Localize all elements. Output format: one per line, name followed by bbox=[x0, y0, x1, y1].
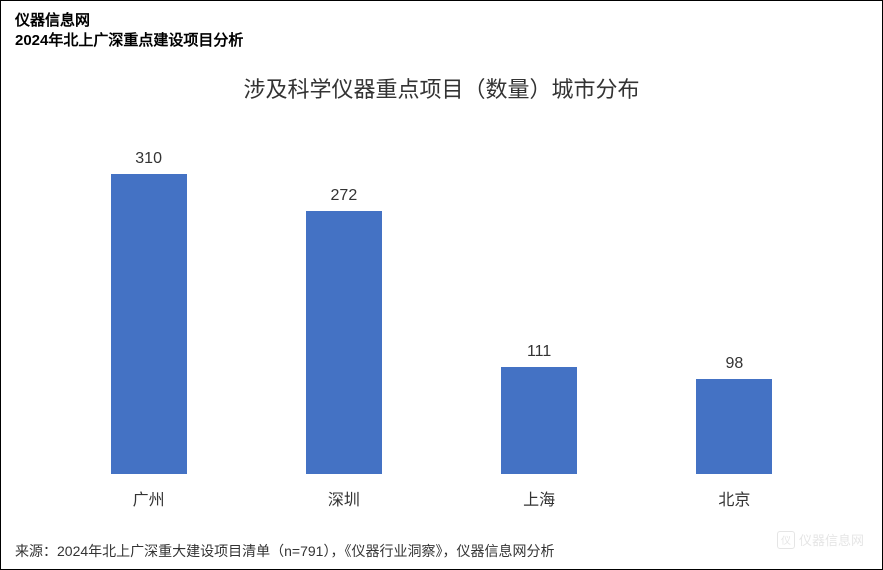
x-label: 上海 bbox=[442, 486, 637, 510]
x-axis-labels: 广州 深圳 上海 北京 bbox=[1, 486, 882, 510]
watermark: 仪 仪器信息网 bbox=[777, 530, 864, 549]
bar-group: 272 bbox=[246, 187, 441, 474]
bar-value: 310 bbox=[135, 150, 162, 168]
bar-value: 272 bbox=[331, 187, 358, 205]
watermark-text: 仪器信息网 bbox=[799, 530, 864, 549]
watermark-icon: 仪 bbox=[777, 531, 795, 549]
bar-shanghai bbox=[501, 367, 577, 474]
chart-area: 310 272 111 98 广州 深圳 上海 北京 bbox=[1, 134, 882, 524]
header: 仪器信息网 2024年北上广深重点建设项目分析 bbox=[1, 1, 882, 50]
bar-group: 111 bbox=[442, 343, 637, 474]
bar-value: 111 bbox=[527, 343, 551, 361]
footer-source: 来源：2024年北上广深重大建设项目清单（n=791），《仪器行业洞察》，仪器信… bbox=[15, 541, 554, 561]
x-label: 广州 bbox=[51, 486, 246, 510]
chart-title: 涉及科学仪器重点项目（数量）城市分布 bbox=[1, 72, 882, 104]
bar-shenzhen bbox=[306, 211, 382, 474]
bar-group: 98 bbox=[637, 355, 832, 474]
x-label: 深圳 bbox=[246, 486, 441, 510]
header-subtitle: 2024年北上广深重点建设项目分析 bbox=[15, 31, 868, 51]
bar-group: 310 bbox=[51, 150, 246, 474]
bar-value: 98 bbox=[725, 355, 743, 373]
header-source: 仪器信息网 bbox=[15, 11, 868, 31]
bar-beijing bbox=[696, 379, 772, 474]
x-label: 北京 bbox=[637, 486, 832, 510]
bar-guangzhou bbox=[111, 174, 187, 474]
bars-container: 310 272 111 98 bbox=[1, 134, 882, 474]
